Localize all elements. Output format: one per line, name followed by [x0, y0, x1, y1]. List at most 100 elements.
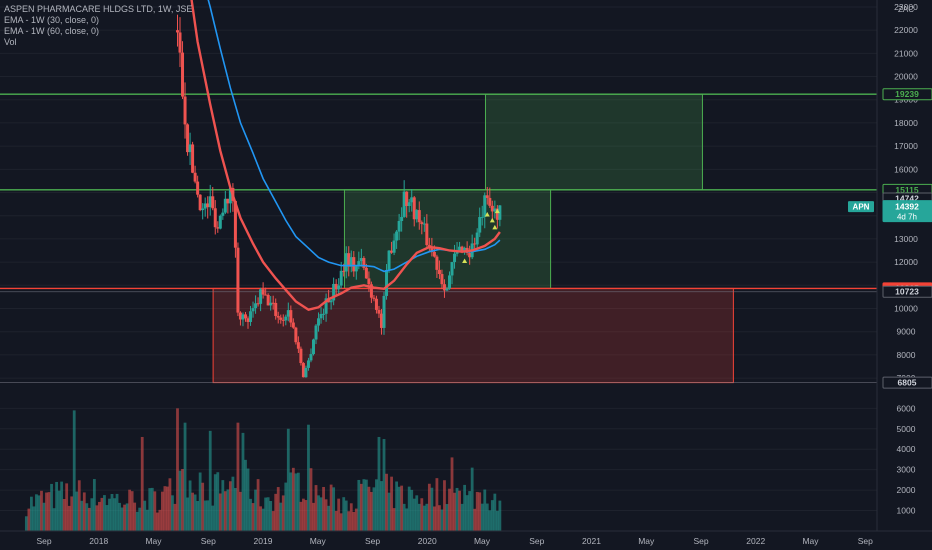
- price-label-pill: [882, 285, 932, 298]
- volume-bar: [103, 495, 106, 531]
- volume-bar: [231, 476, 235, 531]
- candle-body: [417, 210, 421, 223]
- volume-bar: [440, 509, 444, 531]
- candle-body: [243, 314, 247, 319]
- candle-body: [435, 256, 439, 270]
- green-zone: [484, 93, 703, 191]
- candle-body: [379, 313, 383, 328]
- candle-body: [329, 300, 333, 303]
- price-label-text: 19239: [895, 89, 919, 99]
- volume-bar: [344, 500, 348, 531]
- volume-bar: [400, 485, 404, 531]
- candle-body: [430, 247, 434, 252]
- volume-bar: [443, 480, 446, 531]
- candle-body: [453, 253, 457, 263]
- candle-body: [198, 194, 202, 211]
- volume-bar: [256, 479, 260, 531]
- volume-bar: [226, 489, 230, 531]
- volume-bar: [186, 497, 189, 531]
- volume-bar: [276, 487, 280, 531]
- volume-bar: [359, 483, 363, 531]
- volume-bar: [475, 491, 479, 531]
- volume-bar: [82, 492, 86, 531]
- time-tick-label: Sep: [858, 536, 873, 546]
- volume-bar: [349, 503, 353, 531]
- volume-bar: [118, 502, 121, 531]
- volume-bar: [85, 503, 89, 531]
- volume-bar: [427, 483, 431, 531]
- volume-bar: [377, 436, 381, 531]
- candle-body: [228, 187, 232, 204]
- volume-tick-label: 3000: [897, 465, 916, 475]
- legend-title: ASPEN PHARMACARE HLDGS LTD, 1W, JSE: [4, 4, 193, 14]
- candle-body: [175, 30, 179, 33]
- volume-bar: [422, 505, 426, 531]
- candle-body: [256, 303, 260, 305]
- candle-body: [193, 172, 197, 182]
- volume-bar: [75, 491, 79, 531]
- price-label-text: 6805: [898, 378, 917, 388]
- volume-bar: [35, 494, 38, 531]
- candle-body: [251, 308, 255, 312]
- volume-bar: [246, 468, 250, 531]
- volume-bar: [397, 486, 401, 531]
- volume-bar: [322, 486, 325, 531]
- volume-bar: [329, 484, 333, 531]
- volume-bar: [352, 511, 356, 531]
- time-tick-label: May: [145, 536, 162, 546]
- volume-bar: [271, 511, 275, 531]
- volume-bar: [382, 439, 386, 531]
- volume-bar: [50, 483, 53, 531]
- volume-bar: [463, 484, 467, 531]
- candle-body: [339, 270, 343, 286]
- volume-bar: [445, 504, 449, 531]
- volume-bar: [211, 505, 215, 531]
- candle-body: [372, 297, 376, 299]
- volume-bar: [438, 505, 441, 531]
- volume-bar: [251, 503, 255, 531]
- candle-body: [259, 289, 263, 304]
- candle-body: [483, 195, 487, 217]
- volume-bar: [62, 499, 66, 531]
- volume-bar: [279, 502, 283, 531]
- volume-bar: [495, 510, 499, 531]
- candle-body: [342, 270, 346, 272]
- signal-marker: [462, 258, 468, 263]
- chart-legend: ASPEN PHARMACARE HLDGS LTD, 1W, JSE EMA …: [4, 4, 192, 48]
- volume-bar: [100, 497, 104, 531]
- candle-body: [186, 124, 190, 153]
- candle-body: [450, 262, 454, 276]
- candle-body: [352, 257, 356, 272]
- price-tick-label: 12000: [894, 257, 918, 267]
- volume-bar: [405, 508, 409, 531]
- volume-bar: [60, 481, 64, 531]
- volume-bar: [274, 493, 278, 531]
- volume-bar: [123, 504, 126, 531]
- volume-bar: [196, 500, 200, 531]
- candle-body: [460, 246, 464, 253]
- volume-bar: [72, 410, 76, 531]
- volume-bar: [55, 481, 58, 531]
- volume-tick-label: 5000: [897, 424, 916, 434]
- time-tick-label: May: [802, 536, 819, 546]
- volume-bar: [47, 492, 51, 531]
- candle-body: [261, 289, 265, 295]
- candle-body: [437, 269, 441, 275]
- volume-bar: [294, 473, 298, 531]
- volume-bar: [435, 478, 439, 531]
- candle-body: [364, 267, 368, 279]
- volume-bar: [412, 498, 416, 531]
- candle-body: [181, 52, 185, 97]
- volume-bar: [319, 497, 323, 531]
- volume-bar: [332, 487, 336, 531]
- candle-body: [475, 232, 479, 245]
- candle-body: [279, 317, 283, 320]
- time-tick-label: 2018: [89, 536, 108, 546]
- price-label-text: 14742: [895, 194, 919, 204]
- candle-body: [385, 269, 389, 296]
- volume-bar: [425, 503, 429, 531]
- candle-body: [221, 212, 225, 216]
- legend-ema60: EMA - 1W (60, close, 0): [4, 26, 100, 36]
- volume-bar: [299, 501, 303, 531]
